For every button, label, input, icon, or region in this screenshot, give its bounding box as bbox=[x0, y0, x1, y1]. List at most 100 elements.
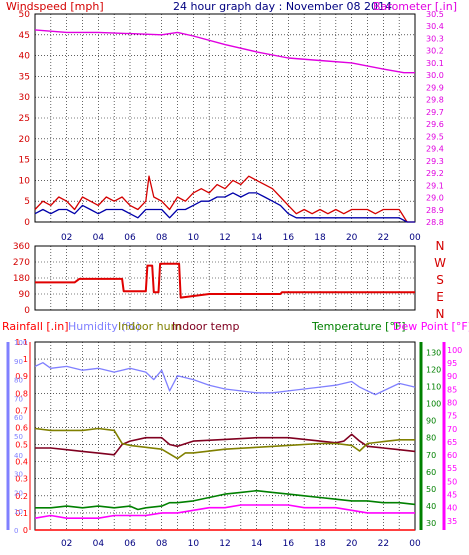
rain-tick-label: 0.1 bbox=[15, 509, 28, 518]
compass-label: N bbox=[436, 307, 445, 321]
rain-tick-label: 0.4 bbox=[15, 458, 28, 467]
legend-indoor-temp: Indoor temp bbox=[172, 320, 239, 333]
wind-baro-series bbox=[34, 29, 415, 223]
baro-tick-label: 28.9 bbox=[426, 206, 444, 215]
hour-tick-label: 00 bbox=[409, 233, 421, 243]
legend-indoor-hum: Indoor hum bbox=[118, 320, 181, 333]
temp-hum-panel: Rainfall [.in] Humidity (%) Indoor hum I… bbox=[2, 320, 469, 549]
humidity-tick-label: 80 bbox=[14, 377, 23, 385]
humidity-tick-label: 50 bbox=[14, 433, 23, 441]
wind-baro-grid bbox=[34, 13, 416, 223]
dewpoint-tick-label: 35 bbox=[447, 517, 457, 526]
indoor-hum-line bbox=[34, 427, 415, 460]
wind-average-line bbox=[34, 192, 415, 223]
hour-tick-label: 14 bbox=[251, 539, 263, 549]
hour-tick-label: 02 bbox=[61, 233, 72, 243]
wind-baro-panel: 0 5 10 15 20 25 30 35 40 45 50 28.8 28.9 29.0 29.1 29.2… bbox=[19, 10, 444, 243]
baro-tick-label: 29.3 bbox=[426, 157, 444, 166]
direction-tick-label: 180 bbox=[13, 274, 30, 284]
temperature-tick-label: 30 bbox=[426, 519, 436, 528]
dewpoint-tick-label: 45 bbox=[447, 491, 457, 500]
compass-label: N bbox=[436, 239, 445, 253]
dewpoint-tick-label: 95 bbox=[447, 359, 457, 368]
baro-tick-label: 30.4 bbox=[426, 22, 444, 31]
humidity-tick-label: 0 bbox=[14, 527, 18, 535]
baro-tick-label: 29.9 bbox=[426, 83, 444, 92]
dewpoint-tick-label: 85 bbox=[447, 385, 457, 394]
rain-tick-label: 0.3 bbox=[15, 475, 28, 484]
wind-tick-label: 10 bbox=[19, 176, 31, 186]
direction-tick-label: 360 bbox=[13, 242, 30, 252]
humidity-tick-label: 20 bbox=[14, 489, 23, 497]
baro-tick-label: 29.8 bbox=[426, 96, 444, 105]
dewpoint-tick-label: 70 bbox=[447, 425, 457, 434]
baro-tick-label: 30.2 bbox=[426, 47, 444, 56]
hour-tick-label: 18 bbox=[314, 539, 326, 549]
wind-tick-label: 50 bbox=[19, 10, 31, 20]
rain-tick-label: 0.5 bbox=[15, 441, 28, 450]
hour-tick-label: 00 bbox=[409, 539, 421, 549]
baro-tick-label: 30.5 bbox=[426, 10, 444, 19]
compass-label: W bbox=[434, 256, 446, 270]
wind-tick-label: 25 bbox=[19, 114, 30, 124]
wind-tick-label: 45 bbox=[19, 31, 30, 41]
dewpoint-line bbox=[34, 504, 415, 520]
dewpoint-tick-label: 50 bbox=[447, 477, 457, 486]
baro-tick-label: 30.1 bbox=[426, 59, 444, 68]
humidity-tick-label: 30 bbox=[14, 471, 23, 479]
compass-label: E bbox=[436, 290, 444, 304]
direction-tick-label: 90 bbox=[19, 290, 31, 300]
compass-label: S bbox=[436, 273, 444, 287]
hour-tick-label: 10 bbox=[188, 539, 200, 549]
temperature-tick-label: 100 bbox=[426, 400, 441, 409]
graph-title: 24 hour graph day : November 08 2014 bbox=[173, 0, 392, 13]
temperature-tick-label: 90 bbox=[426, 417, 436, 426]
temp-hum-grid bbox=[34, 341, 416, 531]
wind-gust-line bbox=[34, 175, 415, 223]
humidity-tick-label: 90 bbox=[14, 358, 23, 366]
rain-tick-label: 0.6 bbox=[15, 423, 28, 432]
hour-tick-label: 12 bbox=[219, 233, 230, 243]
hour-tick-label: 14 bbox=[251, 233, 263, 243]
hour-tick-label: 02 bbox=[61, 539, 72, 549]
wind-tick-label: 30 bbox=[19, 93, 31, 103]
hour-tick-label: 06 bbox=[124, 233, 136, 243]
direction-tick-label: 0 bbox=[24, 306, 30, 316]
dewpoint-tick-label: 55 bbox=[447, 464, 457, 473]
hour-tick-label: 18 bbox=[314, 233, 326, 243]
wind-tick-label: 0 bbox=[24, 218, 30, 228]
rain-tick-label: 0.2 bbox=[15, 492, 28, 501]
hour-tick-label: 20 bbox=[346, 539, 358, 549]
baro-tick-label: 29.7 bbox=[426, 108, 444, 117]
temperature-tick-label: 110 bbox=[426, 382, 441, 391]
dewpoint-tick-label: 80 bbox=[447, 398, 457, 407]
baro-tick-label: 29.2 bbox=[426, 169, 444, 178]
wind-direction-series bbox=[35, 262, 415, 299]
baro-tick-label: 28.8 bbox=[426, 218, 444, 227]
temperature-axis-title: Temperature [°F] bbox=[311, 320, 406, 333]
temperature-tick-label: 60 bbox=[426, 468, 436, 477]
humidity-line bbox=[34, 362, 416, 396]
dewpoint-tick-label: 60 bbox=[447, 451, 457, 460]
baro-tick-label: 29.0 bbox=[426, 194, 444, 203]
rain-tick-label: 0.9 bbox=[15, 372, 28, 381]
baro-tick-label: 29.6 bbox=[426, 120, 444, 129]
hour-tick-label: 12 bbox=[219, 539, 230, 549]
humidity-tick-label: 70 bbox=[14, 395, 23, 403]
dewpoint-tick-label: 40 bbox=[447, 504, 457, 513]
rain-tick-label: 1.1 bbox=[15, 338, 28, 347]
temperature-tick-label: 120 bbox=[426, 365, 441, 374]
baro-tick-label: 30.0 bbox=[426, 71, 444, 80]
rain-tick-label: 1 bbox=[23, 355, 28, 364]
hour-tick-label: 10 bbox=[188, 233, 200, 243]
temperature-tick-label: 50 bbox=[426, 485, 436, 494]
hour-tick-label: 08 bbox=[156, 233, 168, 243]
rain-tick-label: 0 bbox=[23, 526, 28, 535]
temp-hum-series bbox=[34, 362, 416, 531]
hour-tick-label: 22 bbox=[378, 539, 389, 549]
rain-tick-label: 0.8 bbox=[15, 389, 28, 398]
rain-axis-title: Rainfall [.in] bbox=[2, 320, 69, 333]
